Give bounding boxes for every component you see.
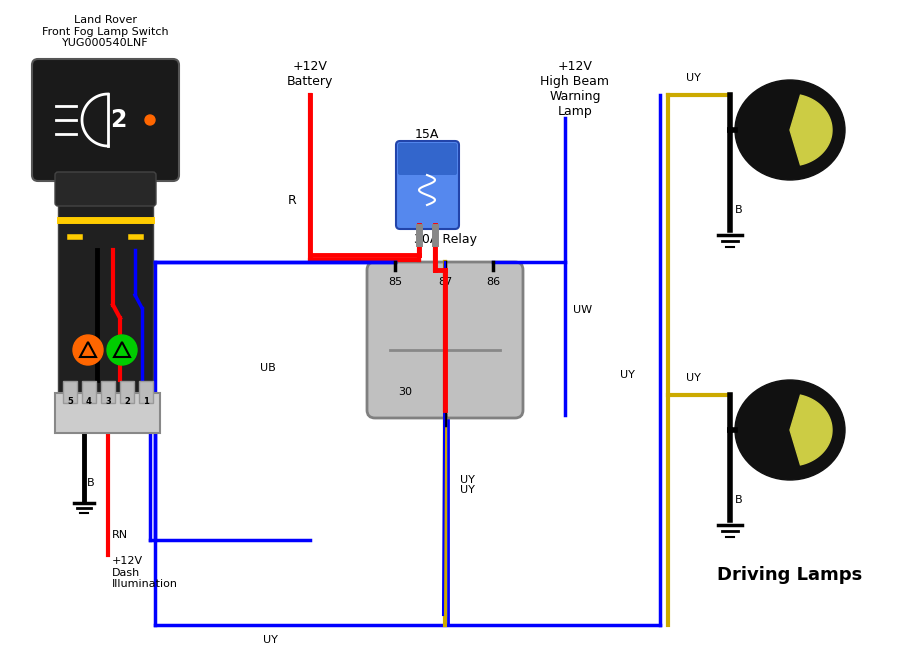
Text: UY: UY [263,635,277,645]
Bar [58,203,153,393]
Text: RN: RN [112,530,128,540]
Text: 3: 3 [105,396,111,405]
FancyBboxPatch shape [396,141,459,229]
Polygon shape [790,95,832,165]
Text: 4: 4 [86,396,92,405]
Text: UY: UY [460,485,475,495]
Text: 86: 86 [486,277,500,287]
FancyBboxPatch shape [55,172,156,206]
Text: 87: 87 [438,277,452,287]
Ellipse shape [735,80,845,180]
Text: B: B [735,205,742,215]
Text: Land Rover
Front Fog Lamp Switch
YUG000540LNF: Land Rover Front Fog Lamp Switch YUG0005… [41,15,168,48]
Circle shape [145,115,155,125]
Bar [63,381,77,403]
Text: UY: UY [686,373,700,383]
Text: 15A: 15A [415,128,439,142]
Text: B: B [87,478,94,488]
Bar [82,381,96,403]
Text: B: B [735,495,742,505]
Circle shape [107,335,137,365]
Text: +12V
High Beam
Warning
Lamp: +12V High Beam Warning Lamp [541,60,609,118]
Text: UY: UY [686,73,700,83]
Text: Driving Lamps: Driving Lamps [717,566,862,584]
FancyBboxPatch shape [398,143,457,175]
Text: UY: UY [460,475,475,485]
Ellipse shape [735,380,845,480]
Text: R: R [288,194,296,206]
Text: 1: 1 [143,396,148,405]
FancyBboxPatch shape [32,59,179,181]
FancyBboxPatch shape [367,262,523,418]
Text: 5: 5 [68,396,73,405]
Bar [139,381,153,403]
Text: +12V
Dash
Illumination: +12V Dash Illumination [112,556,178,589]
Text: UB: UB [260,363,275,373]
Text: 30A Relay: 30A Relay [413,233,476,247]
Circle shape [73,335,103,365]
Text: 2: 2 [124,396,130,405]
Text: +12V
Battery: +12V Battery [287,60,333,88]
Text: 85: 85 [388,277,402,287]
Text: 2: 2 [110,108,126,132]
Text: UW: UW [573,305,592,315]
Bar [101,381,115,403]
Text: UY: UY [620,370,634,380]
Bar [55,393,160,433]
Bar [120,381,134,403]
Polygon shape [790,395,832,465]
Text: 30: 30 [398,387,412,397]
